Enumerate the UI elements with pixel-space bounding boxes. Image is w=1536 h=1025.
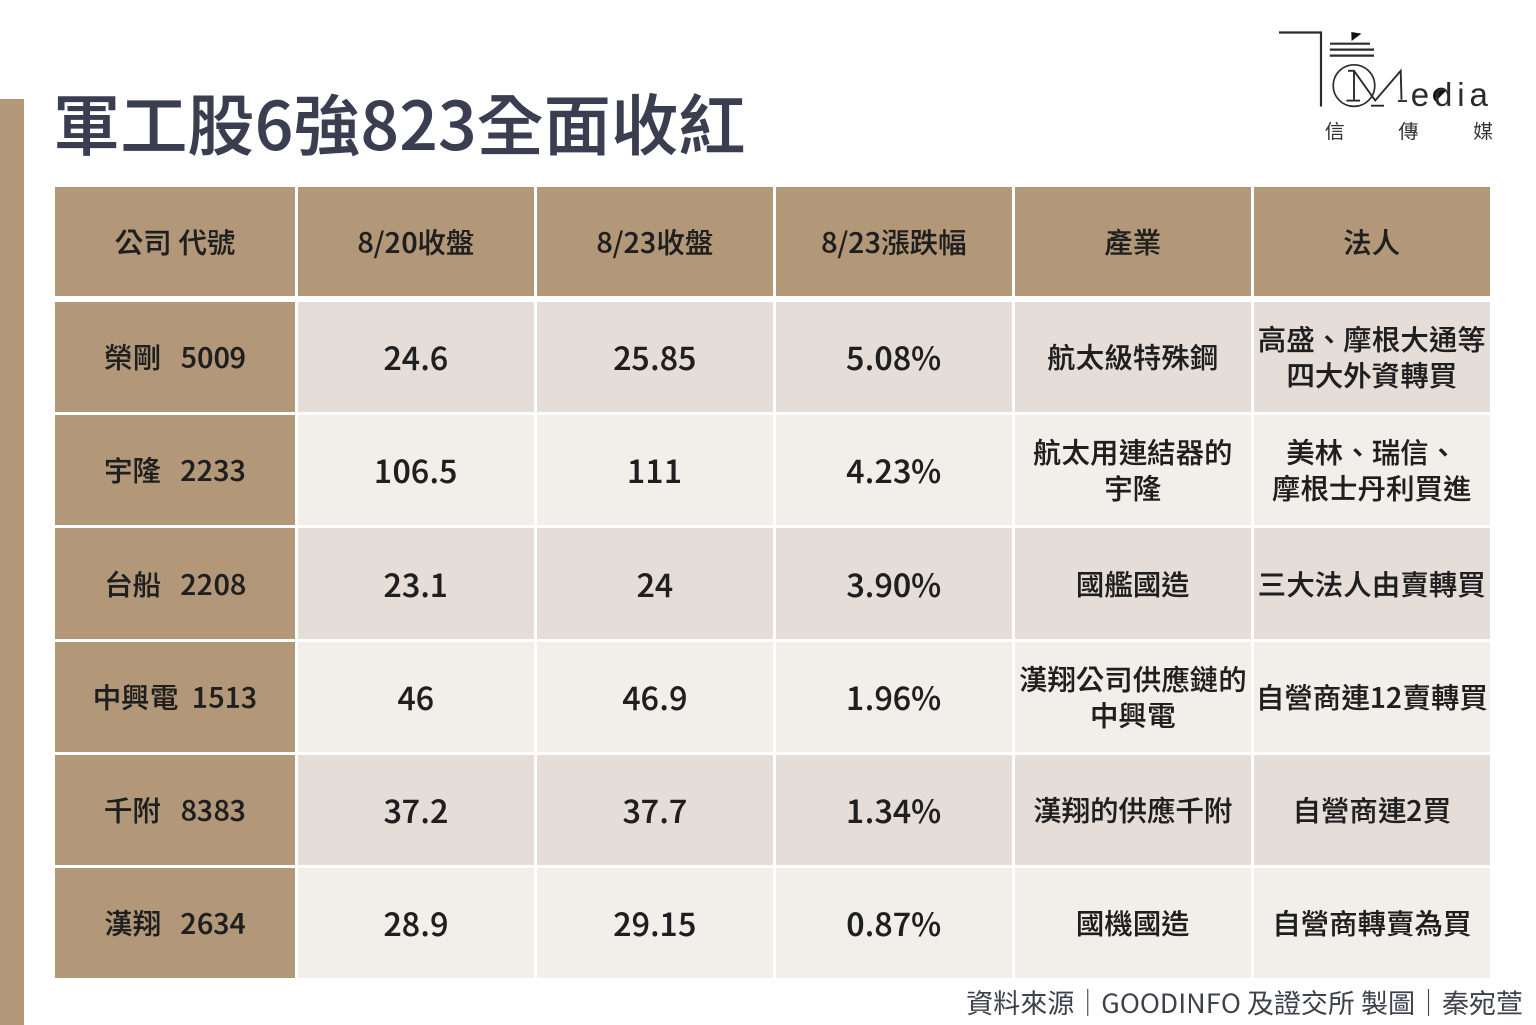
svg-text:信: 信 (1325, 116, 1345, 145)
svg-text:edia: edia (1411, 76, 1493, 113)
svg-text:媒: 媒 (1473, 116, 1493, 145)
svg-text:傳: 傳 (1398, 116, 1418, 145)
